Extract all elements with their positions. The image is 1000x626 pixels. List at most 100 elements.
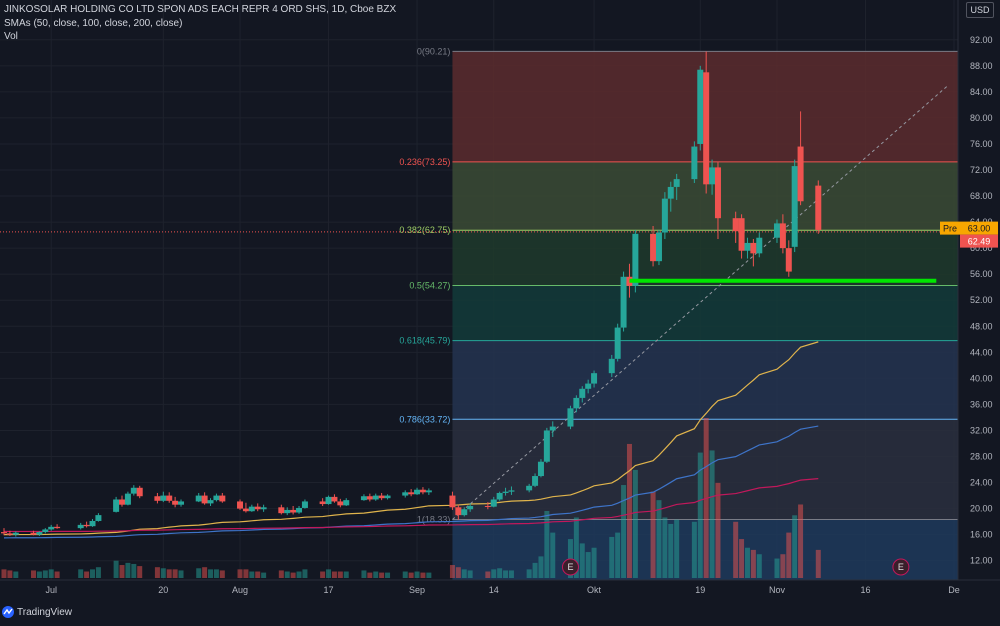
candle-body bbox=[461, 509, 468, 516]
volume-bar bbox=[78, 569, 84, 578]
candle-body bbox=[260, 507, 267, 510]
volume-bar bbox=[54, 571, 60, 578]
volume-bar bbox=[119, 565, 125, 578]
fib-level-label: 1(18.33) bbox=[417, 514, 451, 524]
candle-body bbox=[532, 476, 539, 486]
volume-bar bbox=[202, 567, 208, 578]
volume-bar bbox=[361, 570, 367, 578]
volume-bar bbox=[261, 572, 267, 578]
volume-bar bbox=[573, 517, 579, 578]
candle-body bbox=[667, 186, 674, 199]
volume-bar bbox=[343, 571, 349, 578]
fib-level-label: 0.618(45.79) bbox=[399, 336, 450, 346]
volume-bar bbox=[13, 571, 19, 578]
volume-bar bbox=[48, 569, 54, 578]
candle-body bbox=[154, 496, 161, 501]
price-axis-tick: 12.00 bbox=[970, 556, 993, 566]
pre-price-label: 63.00 bbox=[968, 224, 991, 234]
candle-body bbox=[242, 508, 249, 512]
candle-body bbox=[296, 507, 303, 513]
fib-zone bbox=[452, 340, 958, 420]
volume-bar bbox=[532, 562, 538, 578]
volume-bar bbox=[249, 571, 255, 578]
time-axis-tick: De bbox=[948, 585, 960, 595]
price-axis-tick: 52.00 bbox=[970, 295, 993, 305]
volume-bar bbox=[426, 572, 432, 578]
candle-body bbox=[449, 495, 456, 508]
volume-bar bbox=[715, 482, 721, 578]
tradingview-logo-icon bbox=[2, 606, 14, 618]
volume-bar bbox=[213, 569, 219, 578]
time-axis-tick: Sep bbox=[409, 585, 425, 595]
fib-level-label: 0.382(62.75) bbox=[399, 225, 450, 235]
candle-body bbox=[119, 499, 126, 505]
candle-body bbox=[750, 242, 757, 254]
candle-body bbox=[372, 495, 379, 500]
volume-bar bbox=[615, 532, 621, 578]
time-axis-tick: Nov bbox=[769, 585, 786, 595]
volume-bar bbox=[455, 567, 461, 578]
candle-body bbox=[425, 490, 432, 493]
time-axis bbox=[0, 580, 1000, 626]
candle-body bbox=[172, 500, 179, 505]
candle-body bbox=[130, 487, 137, 494]
candle-body bbox=[178, 501, 185, 505]
price-axis-tick: 68.00 bbox=[970, 191, 993, 201]
candle-body bbox=[201, 495, 208, 504]
volume-bar bbox=[550, 532, 556, 578]
earnings-marker bbox=[892, 558, 910, 576]
candle-body bbox=[567, 408, 574, 427]
volume-bar bbox=[756, 554, 762, 578]
candle-body bbox=[508, 490, 515, 492]
sma-legend[interactable]: SMAs (50, close, 100, close, 200, close) bbox=[4, 18, 183, 29]
currency-badge[interactable]: USD bbox=[966, 2, 994, 18]
candle-body bbox=[467, 506, 474, 510]
volume-bar bbox=[632, 469, 638, 578]
last-price-box bbox=[960, 234, 998, 248]
candle-body bbox=[614, 327, 621, 359]
volume-bar bbox=[178, 570, 184, 578]
volume-bar bbox=[219, 570, 225, 578]
volume-bar bbox=[95, 567, 101, 578]
time-axis-tick: Jul bbox=[45, 585, 57, 595]
price-axis-tick: 76.00 bbox=[970, 139, 993, 149]
volume-bar bbox=[302, 569, 308, 578]
candle-body bbox=[496, 492, 503, 500]
candle-body bbox=[703, 72, 710, 185]
volume-bar bbox=[131, 563, 137, 578]
volume-bar bbox=[243, 569, 249, 578]
volume-bar bbox=[774, 558, 780, 578]
fib-zone bbox=[452, 285, 958, 341]
price-axis-tick: 16.00 bbox=[970, 530, 993, 540]
volume-bar bbox=[798, 504, 804, 578]
volume-bar bbox=[408, 572, 414, 578]
candle-body bbox=[756, 237, 763, 254]
candle-body bbox=[549, 426, 556, 431]
volume-bar bbox=[278, 570, 284, 578]
volume-bar bbox=[656, 500, 662, 578]
fib-zone bbox=[452, 230, 958, 286]
price-axis-tick: 48.00 bbox=[970, 321, 993, 331]
pre-price-box bbox=[960, 221, 998, 235]
earnings-marker-label: E bbox=[567, 562, 573, 572]
fib-level-label: 0(90.21) bbox=[417, 46, 451, 56]
volume-bar bbox=[160, 568, 166, 578]
volume-bar bbox=[237, 569, 243, 578]
volume-bar bbox=[585, 552, 591, 578]
time-axis-tick: Okt bbox=[587, 585, 602, 595]
price-axis-tick: 40.00 bbox=[970, 373, 993, 383]
time-axis-tick: 16 bbox=[860, 585, 870, 595]
candle-body bbox=[166, 495, 173, 501]
volume-legend[interactable]: Vol bbox=[4, 31, 18, 42]
volume-bar bbox=[137, 566, 143, 578]
volume-bar bbox=[621, 485, 627, 578]
volume-bar bbox=[449, 565, 455, 578]
volume-bar bbox=[697, 452, 703, 578]
volume-bar bbox=[166, 569, 172, 578]
volume-bar bbox=[591, 547, 597, 578]
candle-body bbox=[785, 248, 792, 272]
candle-body bbox=[791, 166, 798, 247]
tradingview-brand[interactable]: TradingView bbox=[2, 606, 72, 618]
candle-body bbox=[714, 167, 721, 219]
